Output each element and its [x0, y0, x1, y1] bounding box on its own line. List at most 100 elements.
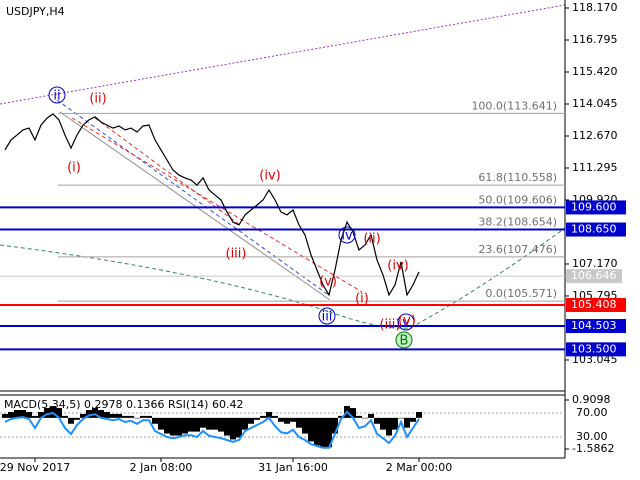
y-tick-label: 116.795 [572, 33, 618, 46]
macd-bar [152, 417, 158, 424]
macd-bar [122, 415, 128, 418]
macd-bar [164, 417, 170, 434]
y-tick-label: 0.9098 [572, 393, 611, 406]
macd-bar [44, 408, 50, 418]
macd-bar [398, 417, 404, 419]
macd-bar [74, 417, 80, 420]
wave-label: (i) [355, 292, 369, 307]
fib-label: 61.8(110.558) [478, 171, 557, 184]
macd-bar [350, 408, 356, 418]
macd-bar [86, 410, 92, 418]
wave-label: v [402, 316, 410, 331]
macd-bar [146, 415, 152, 418]
macd-bar [20, 410, 26, 418]
macd-bar [68, 417, 74, 424]
macd-bar [14, 410, 20, 418]
macd-bar [386, 417, 392, 436]
macd-bar [416, 411, 422, 418]
macd-bar [104, 411, 110, 418]
macd-bar [290, 417, 296, 422]
wave-label: (iii) [380, 318, 401, 333]
macd-bar [308, 417, 314, 442]
macd-bar [212, 417, 218, 430]
macd-bar [296, 417, 302, 428]
y-tick-label: 115.420 [572, 65, 618, 78]
fib-label: 50.0(109.606) [478, 193, 557, 206]
level-label: 103.500 [571, 342, 617, 355]
macd-bar [230, 417, 236, 440]
y-tick-label: 30.00 [576, 430, 608, 443]
x-tick-label: 29 Nov 2017 [0, 461, 70, 474]
macd-bar [218, 417, 224, 432]
macd-bar [8, 411, 14, 418]
macd-bar [116, 413, 122, 418]
macd-bar [26, 411, 32, 418]
y-tick-label: 111.295 [572, 161, 618, 174]
wave-circle [48, 86, 66, 104]
macd-bar [260, 415, 266, 418]
wave-label: iv [341, 229, 353, 244]
macd-bar [380, 417, 386, 430]
price-label-box [566, 269, 622, 284]
wave-label: (iv) [387, 259, 408, 274]
level-label-box [566, 200, 626, 215]
wave-label: ii [53, 89, 60, 104]
wave-circle [395, 331, 413, 349]
level-label-box [566, 342, 626, 357]
y-tick-label: 112.670 [572, 129, 618, 142]
current-price-label: 106.646 [571, 269, 617, 282]
macd-bar [392, 417, 398, 430]
macd-bar [92, 408, 98, 418]
level-label-box [566, 297, 626, 312]
wave-label: (iii) [226, 247, 247, 262]
macd-bar [134, 417, 140, 419]
macd-bar [224, 417, 230, 436]
level-label: 105.408 [571, 298, 617, 311]
wave-circle [338, 226, 356, 244]
wave-circle [397, 313, 415, 331]
x-tick-label: 31 Jan 16:00 [258, 461, 328, 474]
macd-bar [236, 417, 242, 438]
fib-label: 23.6(107.476) [478, 243, 557, 256]
wave-label: (v) [398, 314, 416, 329]
level-label-box [566, 319, 626, 334]
level-label-box [566, 222, 626, 237]
macd-bar [326, 417, 332, 448]
trend-line [59, 111, 331, 301]
macd-bar [242, 417, 248, 430]
y-tick-label: -1.5862 [572, 442, 614, 455]
macd-bar [2, 413, 8, 418]
macd-bar [110, 413, 116, 418]
macd-bar [194, 417, 200, 432]
x-tick-label: 2 Mar 00:00 [386, 461, 452, 474]
wave-circle [318, 307, 336, 325]
y-tick-label: 114.045 [572, 97, 618, 110]
wave-label: B [400, 334, 409, 349]
macd-bar [80, 413, 86, 418]
macd-bar [338, 415, 344, 418]
level-label: 108.650 [571, 223, 617, 236]
macd-bar [332, 417, 338, 434]
macd-bar [404, 417, 410, 428]
macd-bar [368, 413, 374, 418]
y-tick-label: 70.00 [576, 406, 608, 419]
macd-bar [182, 417, 188, 434]
fib-label: 100.0(113.641) [471, 99, 557, 112]
macd-bar [410, 417, 416, 422]
macd-bar [362, 417, 368, 419]
y-tick-label: 107.170 [572, 257, 618, 270]
macd-bar [158, 417, 164, 430]
wave-label: (i) [67, 161, 81, 176]
fib-label: 0.0(105.571) [485, 287, 557, 300]
macd-bar [266, 411, 272, 418]
macd-bar [374, 417, 380, 424]
macd-bar [248, 417, 254, 424]
macd-bar [284, 417, 290, 424]
macd-bar [50, 406, 56, 418]
level-label: 104.503 [571, 319, 617, 332]
chart-title: USDJPY,H4 [6, 5, 65, 18]
wave-label: (iv) [259, 169, 280, 184]
